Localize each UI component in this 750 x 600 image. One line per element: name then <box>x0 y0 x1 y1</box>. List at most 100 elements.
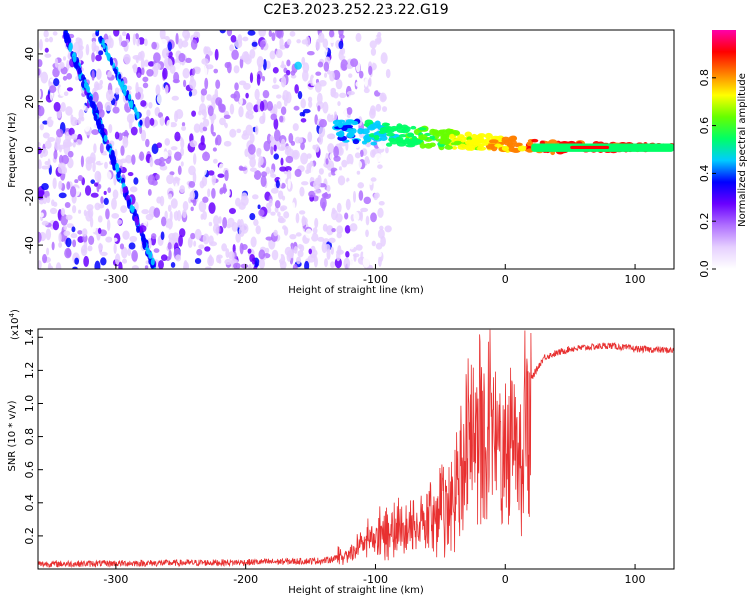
noise-dot <box>149 156 154 168</box>
noise-dot <box>125 154 133 164</box>
noise-dot <box>234 82 239 91</box>
noise-dot <box>270 145 274 156</box>
noise-dot <box>330 246 334 255</box>
noise-dot <box>314 82 322 93</box>
noise-dot <box>324 244 331 252</box>
noise-dot <box>143 38 148 47</box>
noise-dot <box>112 189 119 200</box>
noise-dot <box>113 174 117 186</box>
noise-dot <box>104 161 108 169</box>
noise-dot <box>94 182 99 187</box>
noise-dot <box>190 232 196 240</box>
streak-dot <box>101 38 105 45</box>
noise-dot <box>380 52 388 64</box>
noise-dot <box>84 120 91 132</box>
noise-dot <box>194 228 202 240</box>
noise-dot <box>358 190 364 201</box>
noise-dot <box>160 216 167 227</box>
noise-dot <box>169 122 177 128</box>
noise-dot <box>198 244 205 250</box>
streak-dot <box>122 186 127 194</box>
noise-dot <box>72 266 78 269</box>
noise-dot <box>267 123 272 132</box>
noise-dot <box>175 109 184 120</box>
noise-dot <box>72 239 77 248</box>
noise-dot <box>180 138 185 149</box>
noise-dot <box>60 207 66 217</box>
streak-dot <box>126 199 131 207</box>
noise-dot <box>337 175 346 186</box>
noise-dot <box>270 113 277 121</box>
noise-dot <box>208 202 216 214</box>
noise-dot <box>161 48 169 59</box>
noise-dot <box>360 207 369 213</box>
noise-dot <box>262 111 266 124</box>
noise-dot <box>185 57 192 63</box>
noise-dot <box>331 227 336 233</box>
noise-dot <box>229 103 235 115</box>
noise-dot <box>207 188 211 198</box>
noise-dot <box>90 192 99 198</box>
colorbar-tick-label: 0.2 <box>698 212 711 230</box>
noise-dot <box>348 50 354 58</box>
noise-dot <box>213 215 220 227</box>
noise-dot <box>105 236 113 243</box>
noise-dot <box>249 49 256 59</box>
noise-dot <box>90 225 96 233</box>
snr-scale-note: (x104) <box>8 309 21 340</box>
noise-dot <box>354 160 363 169</box>
noise-dot <box>279 115 284 123</box>
x-tick-label: -300 <box>103 273 128 286</box>
noise-dot <box>218 216 222 224</box>
noise-dot <box>295 232 302 237</box>
noise-dot <box>300 118 307 123</box>
noise-dot <box>47 158 51 169</box>
noise-dot <box>273 129 281 142</box>
carrier-dot <box>510 140 517 145</box>
noise-dot <box>127 247 132 257</box>
noise-dot <box>305 36 311 47</box>
noise-dot <box>167 204 172 212</box>
noise-dot <box>94 202 101 211</box>
noise-dot <box>42 132 50 139</box>
noise-dot <box>338 40 344 50</box>
noise-dot <box>308 100 313 108</box>
noise-dot <box>299 111 304 117</box>
x-tick-label: 0 <box>502 573 509 586</box>
noise-dot <box>213 68 219 74</box>
noise-dot <box>92 161 96 173</box>
noise-dot <box>119 243 125 250</box>
noise-dot <box>215 224 219 236</box>
noise-dot <box>325 158 329 165</box>
noise-dot <box>240 263 249 269</box>
noise-dot <box>273 229 278 237</box>
noise-dot <box>190 206 194 212</box>
noise-dot <box>348 241 355 250</box>
noise-dot <box>53 201 58 207</box>
noise-dot <box>174 183 179 194</box>
noise-dot <box>369 88 373 93</box>
noise-dot <box>378 69 385 81</box>
noise-dot <box>201 163 208 176</box>
noise-dot <box>198 110 202 116</box>
noise-dot <box>269 135 274 142</box>
noise-dot <box>92 91 99 103</box>
noise-dot <box>216 254 223 259</box>
noise-dot <box>275 94 282 99</box>
noise-dot <box>377 171 386 178</box>
noise-dot <box>343 257 351 269</box>
noise-dot <box>310 232 319 242</box>
noise-dot <box>167 193 173 200</box>
noise-dot <box>183 260 188 269</box>
noise-dot <box>129 186 138 193</box>
noise-dot <box>78 109 84 120</box>
noise-dot <box>237 219 242 228</box>
noise-dot <box>65 237 72 248</box>
noise-dot <box>58 180 63 190</box>
noise-dot <box>247 113 254 120</box>
noise-dot <box>132 33 136 46</box>
noise-dot <box>113 243 117 255</box>
noise-dot <box>222 216 228 229</box>
noise-dot <box>72 69 78 75</box>
carrier-dot <box>399 134 407 138</box>
